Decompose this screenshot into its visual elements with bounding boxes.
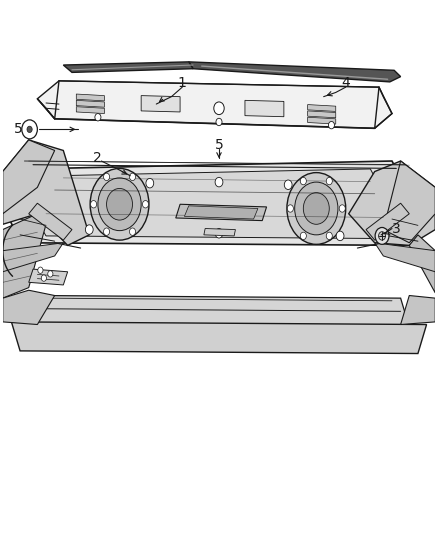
Circle shape: [287, 173, 346, 244]
Circle shape: [300, 232, 306, 239]
Circle shape: [103, 228, 110, 236]
Circle shape: [27, 126, 32, 133]
Circle shape: [284, 180, 292, 190]
Polygon shape: [29, 269, 67, 285]
Text: 4: 4: [341, 76, 350, 90]
Text: 2: 2: [93, 151, 102, 165]
Circle shape: [326, 177, 332, 185]
Text: 5: 5: [215, 138, 223, 152]
Polygon shape: [7, 161, 422, 245]
Polygon shape: [204, 229, 236, 236]
Polygon shape: [374, 243, 435, 272]
Circle shape: [130, 173, 135, 181]
Circle shape: [95, 114, 101, 121]
Circle shape: [142, 200, 148, 208]
Circle shape: [339, 205, 345, 212]
Circle shape: [215, 177, 223, 187]
Polygon shape: [11, 322, 427, 353]
Polygon shape: [33, 169, 396, 239]
Polygon shape: [3, 140, 55, 214]
Polygon shape: [3, 140, 89, 245]
Circle shape: [304, 192, 329, 224]
Polygon shape: [29, 203, 72, 240]
Polygon shape: [176, 204, 267, 221]
Circle shape: [375, 228, 389, 244]
Polygon shape: [3, 290, 55, 325]
Circle shape: [48, 271, 53, 277]
Polygon shape: [366, 203, 409, 240]
Text: 1: 1: [178, 76, 187, 90]
Circle shape: [106, 189, 133, 220]
Circle shape: [300, 177, 306, 185]
Circle shape: [326, 232, 332, 239]
Circle shape: [216, 118, 222, 126]
Circle shape: [91, 200, 97, 208]
Circle shape: [22, 120, 37, 139]
Circle shape: [215, 229, 223, 238]
Circle shape: [85, 225, 93, 235]
Polygon shape: [189, 62, 401, 82]
Polygon shape: [3, 243, 64, 272]
Polygon shape: [409, 235, 435, 293]
Circle shape: [103, 173, 110, 181]
Circle shape: [146, 179, 154, 188]
Text: 5: 5: [14, 123, 22, 136]
Circle shape: [295, 182, 338, 235]
Circle shape: [287, 205, 293, 212]
Circle shape: [214, 102, 224, 115]
Circle shape: [90, 168, 149, 240]
Polygon shape: [383, 161, 435, 243]
Polygon shape: [64, 62, 193, 72]
Circle shape: [38, 267, 43, 273]
Circle shape: [41, 275, 46, 281]
Polygon shape: [401, 295, 435, 325]
Circle shape: [336, 231, 344, 241]
Polygon shape: [3, 214, 46, 298]
Circle shape: [130, 228, 135, 236]
Circle shape: [378, 232, 385, 240]
Polygon shape: [29, 295, 409, 327]
Text: 3: 3: [392, 222, 401, 236]
Polygon shape: [184, 206, 258, 219]
Circle shape: [98, 178, 141, 231]
Polygon shape: [245, 100, 284, 117]
Polygon shape: [37, 81, 392, 128]
Polygon shape: [307, 111, 336, 118]
Polygon shape: [307, 117, 336, 124]
Polygon shape: [141, 95, 180, 112]
Polygon shape: [349, 161, 435, 245]
Polygon shape: [76, 107, 104, 114]
Polygon shape: [307, 104, 336, 111]
Polygon shape: [76, 94, 104, 101]
Circle shape: [328, 122, 335, 129]
Polygon shape: [76, 100, 104, 107]
